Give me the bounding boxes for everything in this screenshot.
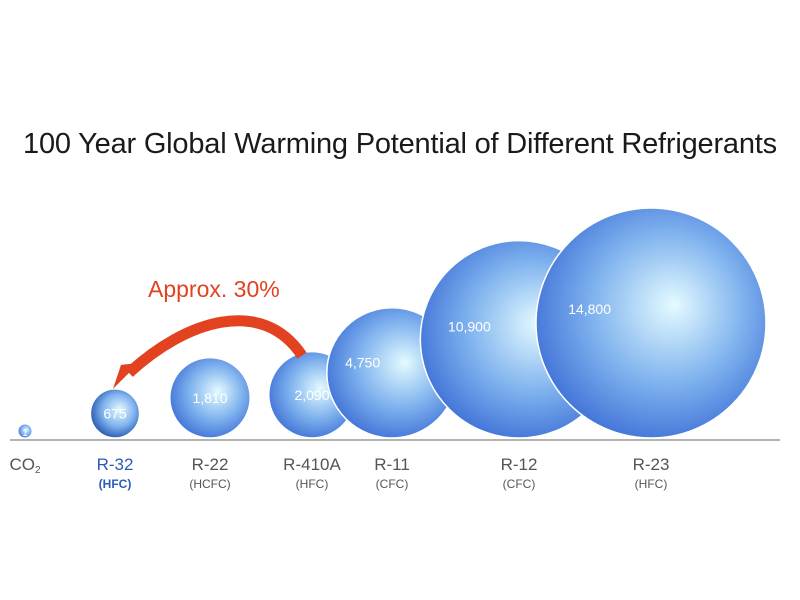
- category-name-label: R-410A: [283, 455, 341, 474]
- bubble-value-label: 1: [22, 428, 28, 439]
- bubble-value-label: 4,750: [345, 355, 380, 371]
- chart-title: 100 Year Global Warming Potential of Dif…: [23, 128, 777, 160]
- category-class-label: (CFC): [503, 477, 536, 491]
- annotation-text: Approx. 30%: [148, 276, 280, 302]
- bubble-value-label: 10,900: [448, 318, 491, 334]
- category-class-label: (HCFC): [189, 477, 230, 491]
- annotation-layer: Approx. 30%: [113, 276, 307, 389]
- category-subscript: 2: [35, 465, 41, 476]
- bubble-value-label: 2,090: [294, 387, 329, 403]
- category-name-label: R-12: [501, 455, 538, 474]
- bubble-r-32: [89, 388, 141, 439]
- category-name-label: R-23: [633, 455, 670, 474]
- bubble-r-23: [535, 207, 767, 439]
- category-name-label: CO2: [9, 455, 41, 476]
- bubble-layer: 1 675 1,810 2,090 4,750 10,900 14,800: [17, 207, 767, 439]
- annotation-arrowhead: [113, 362, 139, 389]
- bubble-value-label: 14,800: [568, 301, 611, 317]
- category-name-label: R-11: [374, 455, 410, 474]
- annotation-arrow: [125, 315, 307, 377]
- bubble-value-label: 1,810: [192, 390, 227, 406]
- bubble-co: [17, 423, 33, 439]
- category-class-label: (HFC): [635, 477, 668, 491]
- category-class-label: (HFC): [99, 477, 132, 491]
- category-class-label: (CFC): [376, 477, 409, 491]
- bubble-r-22: [169, 356, 251, 439]
- category-class-label: (HFC): [296, 477, 329, 491]
- category-name-label: R-32: [97, 455, 134, 474]
- bubble-value-label: 675: [103, 405, 127, 421]
- category-label-layer: CO2 R-32 (HFC) R-22 (HCFC) R-410A (HFC) R-11 (CF…: [9, 455, 669, 491]
- category-name-label: R-22: [192, 455, 229, 474]
